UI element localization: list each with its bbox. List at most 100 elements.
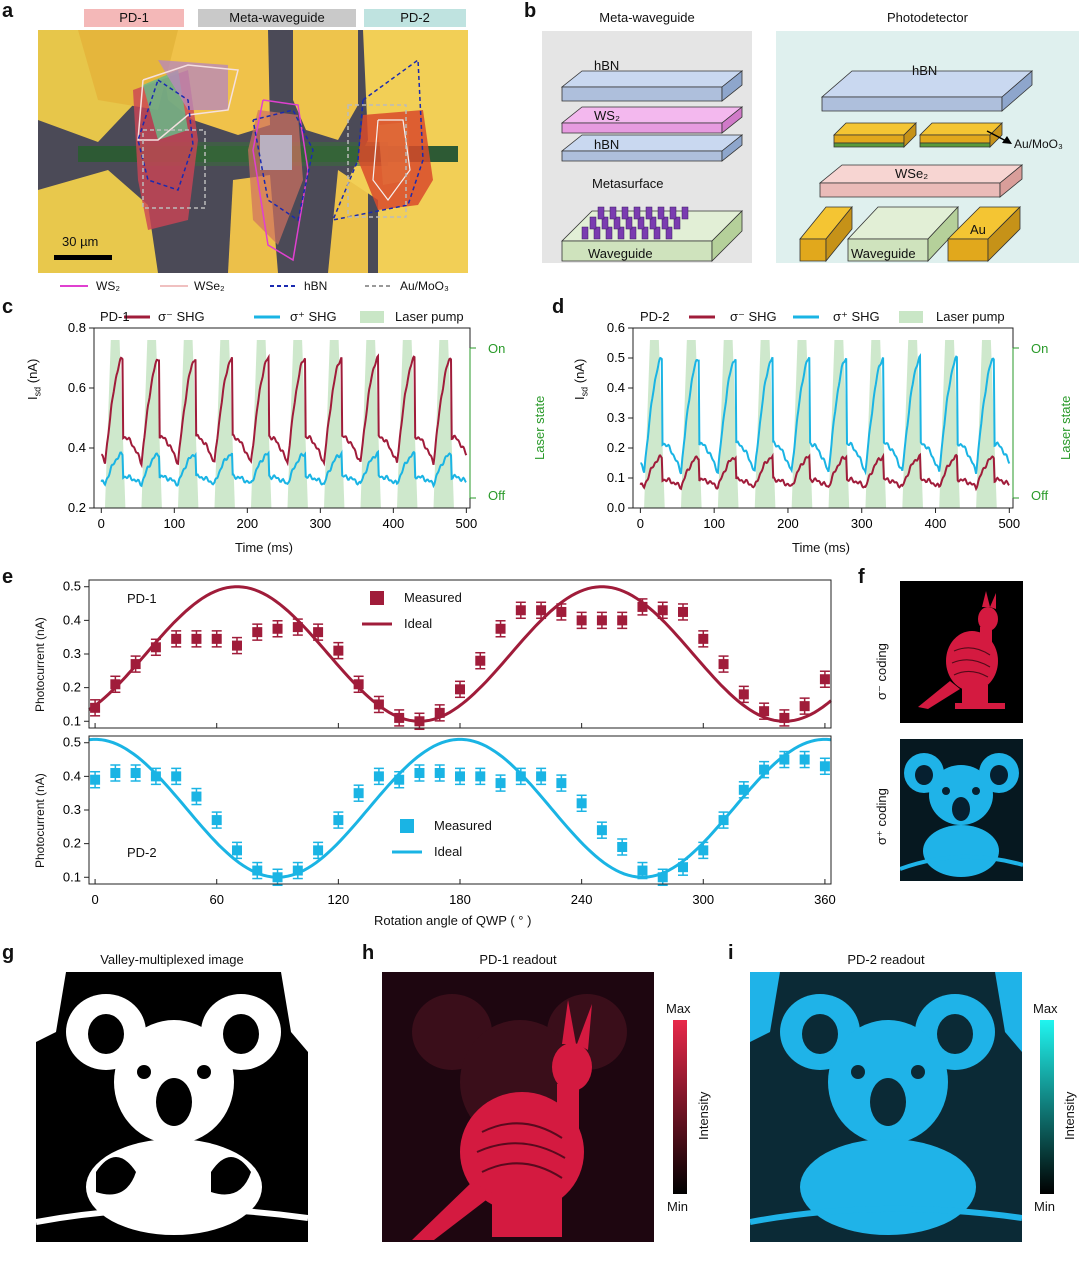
measured-point	[596, 825, 607, 836]
h-cb-max: Max	[666, 1001, 691, 1016]
y-tick-label: 0.4	[607, 380, 625, 395]
x-tick-label: 60	[209, 892, 223, 907]
laser-pulse	[287, 340, 308, 508]
measured-point	[333, 645, 344, 656]
y-tick-label: 0.5	[63, 735, 81, 750]
photodetector-title: Photodetector	[887, 10, 968, 25]
laser-pulse	[680, 340, 702, 508]
x-tick-label: 0	[98, 516, 105, 531]
measured-point	[698, 633, 709, 644]
measured-point	[617, 615, 628, 626]
chart-d-xlabel: Time (ms)	[792, 540, 851, 555]
chart-d-ylabel: Isd (nA)	[572, 358, 590, 400]
measured-point	[819, 761, 830, 772]
koala-image-coded	[900, 739, 1023, 881]
layer-metasurface: Metasurface	[592, 176, 664, 191]
measured-point	[434, 768, 445, 778]
y-tick-label: 0.1	[607, 470, 625, 485]
measured-point	[495, 623, 506, 634]
micrograph-image	[38, 30, 468, 273]
legend-au-moo3: Au/MoO₃	[400, 279, 449, 293]
schematic-drawing	[560, 70, 1034, 263]
measured-point	[90, 774, 101, 785]
chart-d-legend-laser: Laser pump	[936, 309, 1005, 324]
chart-d-on-label: On	[1031, 341, 1049, 356]
measured-point	[191, 791, 202, 802]
measured-point	[394, 774, 405, 785]
chart-e: 0.1 0.2 0.3 0.4 0.5 0.1 0.2 0.3 0.4 0.5 0 60 120 18…	[63, 579, 836, 907]
measured-point	[455, 684, 465, 695]
chart-c-off-label: Off	[488, 488, 506, 503]
measured-point	[272, 623, 283, 634]
x-tick-label: 300	[692, 892, 714, 907]
laser-pulse	[433, 340, 454, 508]
measured-point	[536, 771, 547, 782]
laser-pulse	[323, 340, 345, 508]
g-title: Valley-multiplexed image	[100, 952, 244, 967]
d-sigma-plus-line	[640, 352, 1011, 476]
c-sigma-plus-line	[100, 449, 467, 489]
measured-point	[110, 679, 121, 690]
legend-measured-swatch	[370, 591, 384, 605]
measured-point	[272, 872, 283, 883]
x-tick-label: 180	[449, 892, 471, 907]
layer-hbn-pd: hBN	[912, 63, 938, 78]
meta-waveguide-title: Meta-waveguide	[599, 10, 695, 25]
i-cb-label: Intensity	[1062, 1091, 1077, 1140]
chart-e-top-legend-ideal: Ideal	[404, 616, 433, 631]
measured-point	[657, 872, 668, 883]
y-tick-label: 0.3	[63, 802, 81, 817]
i-cb-min: Min	[1034, 1199, 1055, 1214]
panel-label-b: b	[524, 0, 537, 22]
x-tick-label: 240	[571, 892, 593, 907]
measured-point	[799, 754, 810, 765]
f-bottom-label: σ⁺ coding	[874, 788, 889, 845]
tag-meta-waveguide: Meta-waveguide	[198, 9, 356, 27]
measured-point	[211, 815, 222, 826]
measured-point	[738, 689, 749, 700]
chart-e-top-pd-label: PD-1	[127, 591, 157, 606]
measured-point	[455, 771, 465, 782]
pd2-colorbar	[1040, 1020, 1054, 1194]
scalebar-label: 30 µm	[62, 234, 99, 249]
panel-label-d: d	[552, 296, 565, 318]
laser-pulse	[717, 340, 739, 508]
chart-c-on-label: On	[488, 341, 506, 356]
h-cb-label: Intensity	[696, 1091, 711, 1140]
measured-point	[211, 633, 222, 644]
chart-e-xlabel: Rotation angle of QWP ( ° )	[374, 913, 532, 928]
legend-wse2: WSe₂	[194, 279, 225, 293]
measured-point	[434, 707, 445, 718]
laser-pulse	[104, 340, 126, 508]
laser-pulse	[396, 340, 418, 508]
y-tick-label: 0.4	[63, 768, 81, 783]
measured-point	[231, 845, 242, 856]
y-tick-label: 0.2	[607, 440, 625, 455]
laser-pulse	[214, 340, 235, 508]
y-tick-label: 0.3	[63, 646, 81, 661]
laser-pulse	[791, 340, 813, 508]
measured-point	[657, 605, 668, 616]
x-tick-label: 500	[998, 516, 1020, 531]
i-title: PD-2 readout	[847, 952, 925, 967]
measured-point	[596, 615, 607, 626]
layer-hbn-top: hBN	[594, 58, 620, 73]
measured-point	[515, 771, 526, 782]
measured-point	[252, 865, 263, 876]
laser-pulse	[644, 340, 665, 508]
measured-point	[292, 865, 303, 876]
measured-point	[373, 699, 384, 710]
kangaroo-image	[900, 581, 1023, 723]
chart-e-bottom-legend-ideal: Ideal	[434, 844, 463, 859]
tag-pd2: PD-2	[364, 9, 466, 27]
measured-point	[698, 845, 709, 856]
y-tick-label: 0.4	[63, 612, 81, 627]
pd2-readout-image	[750, 972, 1022, 1242]
laser-pulse	[976, 340, 997, 508]
chart-d: 0 100 200 300 400 500 0.0 0.1 0.2 0.3 0.4 0.5 0.6	[607, 311, 1020, 531]
y-tick-label: 0.4	[68, 440, 86, 455]
chart-e-top-ylabel: Photocurrent (nA)	[33, 617, 47, 712]
laser-pulse	[902, 340, 923, 508]
layer-waveguide-left: Waveguide	[588, 246, 653, 261]
h-cb-min: Min	[667, 1199, 688, 1214]
